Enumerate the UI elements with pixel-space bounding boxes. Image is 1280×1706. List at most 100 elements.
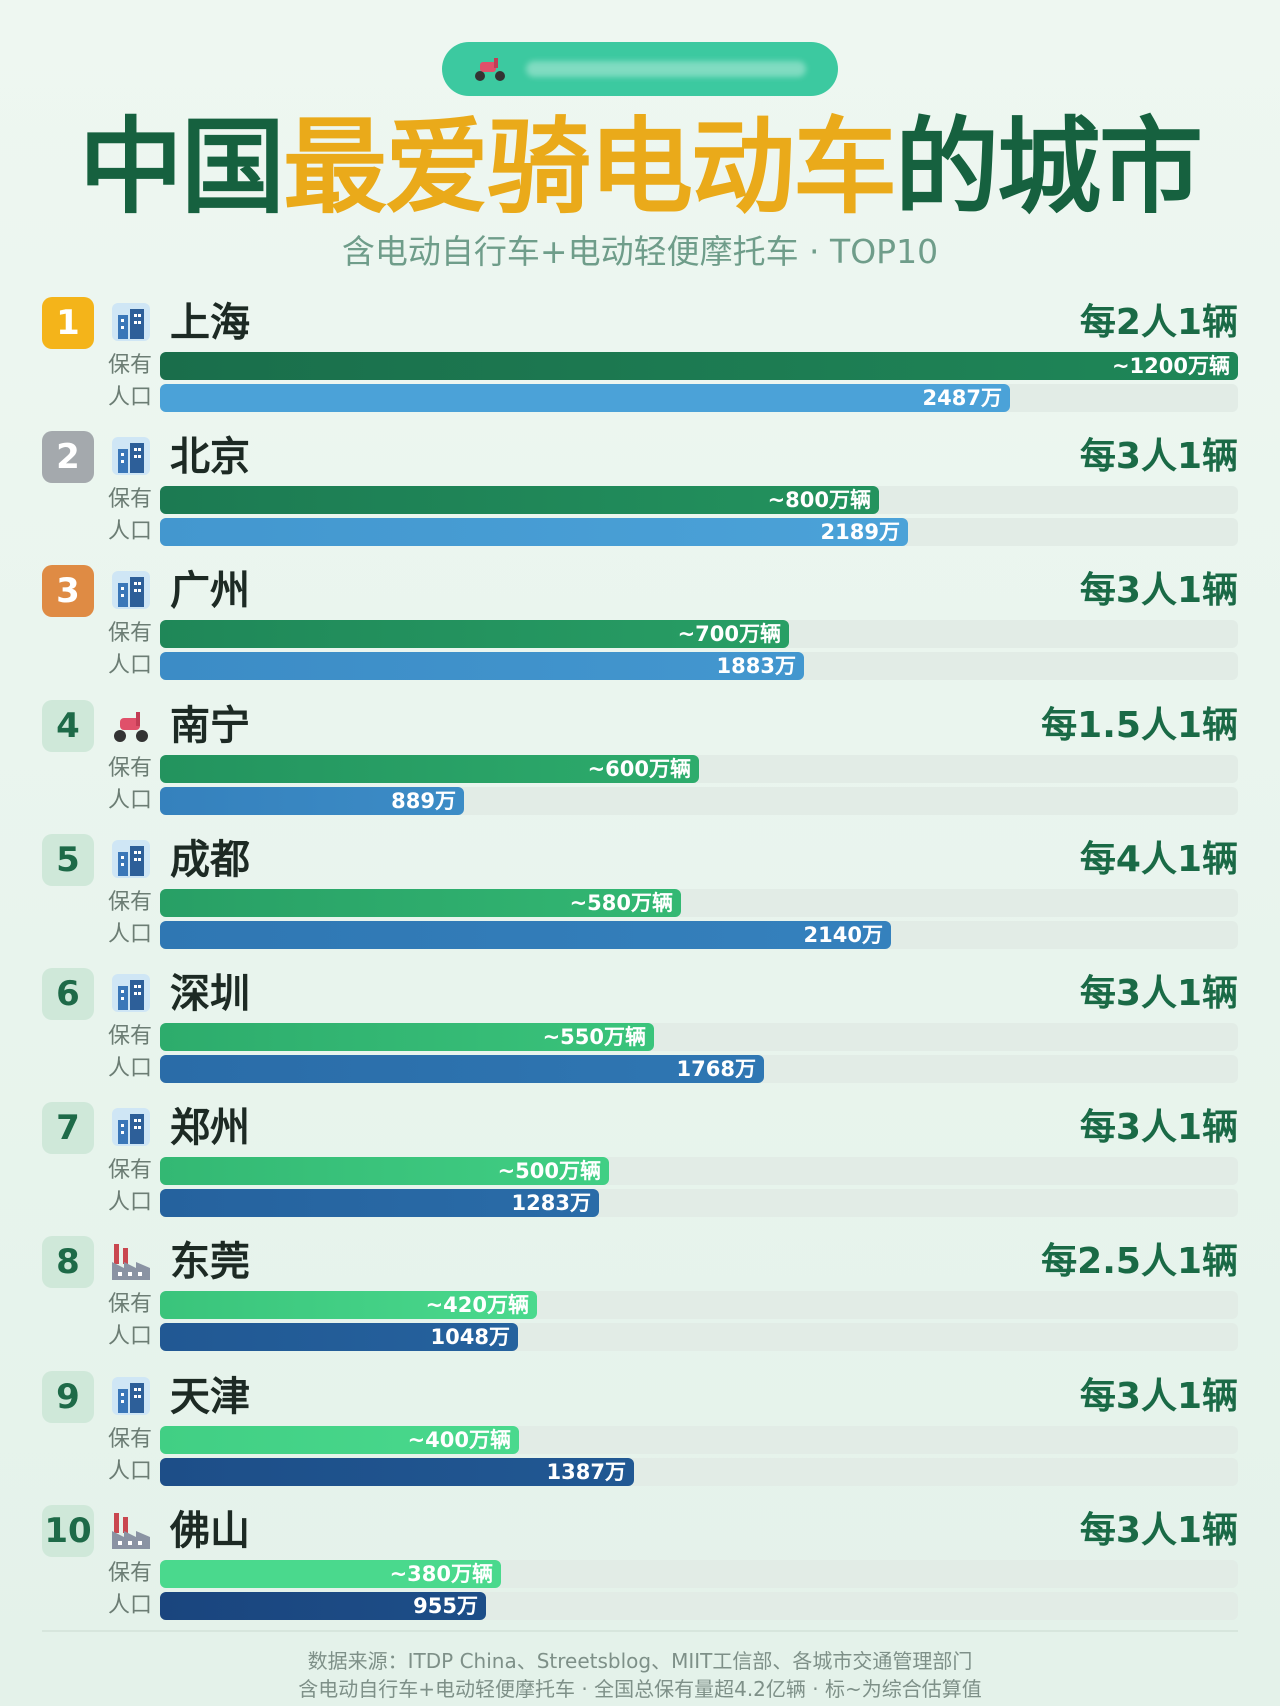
page-subtitle: 含电动自行车+电动轻便摩托车 · TOP10 <box>341 232 939 271</box>
population-bar: 2487万 <box>160 384 1010 412</box>
ratio-label: 每2人1辆 <box>1079 302 1238 343</box>
footer-divider <box>42 1630 1238 1632</box>
population-bar: 1883万 <box>160 652 804 681</box>
population-value-label: 1048万 <box>430 1325 510 1350</box>
owned-bar: ~580万辆 <box>160 888 681 917</box>
owned-track: ~700万辆 <box>160 620 1238 649</box>
population-value-label: 1768万 <box>676 1057 756 1081</box>
owned-label: 保有 <box>108 1024 153 1049</box>
population-track: 1768万 <box>160 1055 1238 1083</box>
population-value-label: 2189万 <box>820 520 900 545</box>
owned-value-label: ~400万辆 <box>407 1427 511 1452</box>
population-label: 人口 <box>108 1190 153 1216</box>
rank-badge: 1 <box>42 297 94 349</box>
owned-label: 保有 <box>108 889 153 915</box>
city-name: 北京 <box>170 434 250 481</box>
factory-icon <box>110 1240 152 1282</box>
city-icon <box>110 1375 152 1417</box>
owned-label: 保有 <box>108 353 153 378</box>
population-label: 人口 <box>108 1324 153 1350</box>
city-name: 东莞 <box>170 1239 250 1286</box>
city-row: 7 郑州 每3人1辆保有 ~500万辆 人口 1283万 <box>0 1100 1280 1234</box>
owned-label: 保有 <box>108 487 153 513</box>
owned-label: 保有 <box>108 1158 153 1184</box>
city-name: 佛山 <box>170 1507 250 1554</box>
owned-track: ~1200万辆 <box>160 352 1238 380</box>
population-label: 人口 <box>108 921 153 947</box>
population-label: 人口 <box>108 385 153 410</box>
population-bar: 1387万 <box>160 1457 634 1486</box>
rank-badge: 4 <box>42 699 94 752</box>
owned-value-label: ~420万辆 <box>425 1293 529 1318</box>
city-name: 深圳 <box>170 971 250 1017</box>
footer-source: 数据来源：ITDP China、Streetsblog、MIIT工信部、各城市交… <box>307 1649 973 1673</box>
rank-badge: 5 <box>42 833 94 886</box>
ratio-label: 每3人1辆 <box>1079 1375 1238 1417</box>
population-track: 955万 <box>160 1591 1238 1620</box>
owned-label: 保有 <box>108 755 153 781</box>
city-row: 9 天津 每3人1辆 保有 ~400万辆 人口 1387万 <box>0 1369 1280 1503</box>
city-icon <box>110 435 152 477</box>
population-value-label: 1283万 <box>511 1191 591 1216</box>
population-value-label: 1883万 <box>716 654 796 679</box>
population-track: 1883万 <box>160 652 1238 681</box>
tag-pill <box>442 42 838 96</box>
owned-label: 保有 <box>108 1426 153 1452</box>
population-track: 2189万 <box>160 518 1238 547</box>
ratio-label: 每3人1辆 <box>1079 1107 1238 1149</box>
city-name: 郑州 <box>170 1105 250 1152</box>
population-label: 人口 <box>108 519 153 545</box>
scooter-icon <box>110 704 152 746</box>
population-value-label: 1387万 <box>546 1459 626 1484</box>
population-track: 889万 <box>160 786 1238 815</box>
city-icon <box>110 301 152 343</box>
ratio-label: 每4人1辆 <box>1079 838 1238 880</box>
owned-bar: ~420万辆 <box>160 1291 537 1320</box>
title-part-3: 的城市 <box>895 106 1203 228</box>
owned-track: ~420万辆 <box>160 1291 1238 1320</box>
title-part-1: 中国 <box>78 106 285 228</box>
population-track: 1048万 <box>160 1323 1238 1352</box>
city-icon <box>110 569 152 611</box>
owned-label: 保有 <box>108 621 153 647</box>
owned-track: ~500万辆 <box>160 1157 1238 1186</box>
population-label: 人口 <box>108 1592 153 1618</box>
rank-badge: 8 <box>42 1236 94 1289</box>
ratio-label: 每1.5人1辆 <box>1041 704 1238 746</box>
city-icon <box>110 972 152 1014</box>
owned-bar: ~550万辆 <box>160 1023 654 1051</box>
population-bar: 1283万 <box>160 1189 599 1218</box>
population-value-label: 2140万 <box>803 922 883 947</box>
rank-badge: 7 <box>42 1102 94 1155</box>
city-name: 广州 <box>170 568 250 615</box>
owned-bar: ~380万辆 <box>160 1559 501 1588</box>
scooter-icon <box>475 58 505 81</box>
city-icon <box>110 838 152 880</box>
owned-track: ~580万辆 <box>160 888 1238 917</box>
ratio-label: 每3人1辆 <box>1079 1509 1238 1551</box>
owned-bar: ~600万辆 <box>160 754 699 783</box>
population-label: 人口 <box>108 1458 153 1484</box>
factory-icon <box>110 1509 152 1551</box>
rank-badge: 10 <box>42 1504 94 1557</box>
population-bar: 1768万 <box>160 1055 764 1083</box>
owned-bar: ~700万辆 <box>160 620 789 649</box>
city-name: 天津 <box>170 1373 250 1420</box>
owned-label: 保有 <box>108 1560 153 1586</box>
population-track: 1387万 <box>160 1457 1238 1486</box>
population-label: 人口 <box>108 787 153 813</box>
owned-track: ~550万辆 <box>160 1023 1238 1051</box>
owned-label: 保有 <box>108 1292 153 1318</box>
owned-value-label: ~1200万辆 <box>1111 354 1230 378</box>
blurred-text <box>526 61 806 77</box>
city-name: 成都 <box>170 836 250 883</box>
rank-badge: 6 <box>42 968 94 1020</box>
ratio-label: 每3人1辆 <box>1079 436 1238 478</box>
rank-badge: 3 <box>42 565 94 618</box>
city-row: 3 广州 每3人1辆 保有 ~700万辆 人口 1883万 <box>0 563 1280 697</box>
rank-badge: 2 <box>42 431 94 484</box>
city-row: 8 东莞 每2.5人1辆 保有 ~420万辆 人口 1048万 <box>0 1234 1280 1368</box>
population-value-label: 955万 <box>413 1593 478 1618</box>
population-label: 人口 <box>108 653 153 679</box>
city-row: 5 成都 每4人1辆保有 ~580万辆 人口 2140万 <box>0 832 1280 966</box>
